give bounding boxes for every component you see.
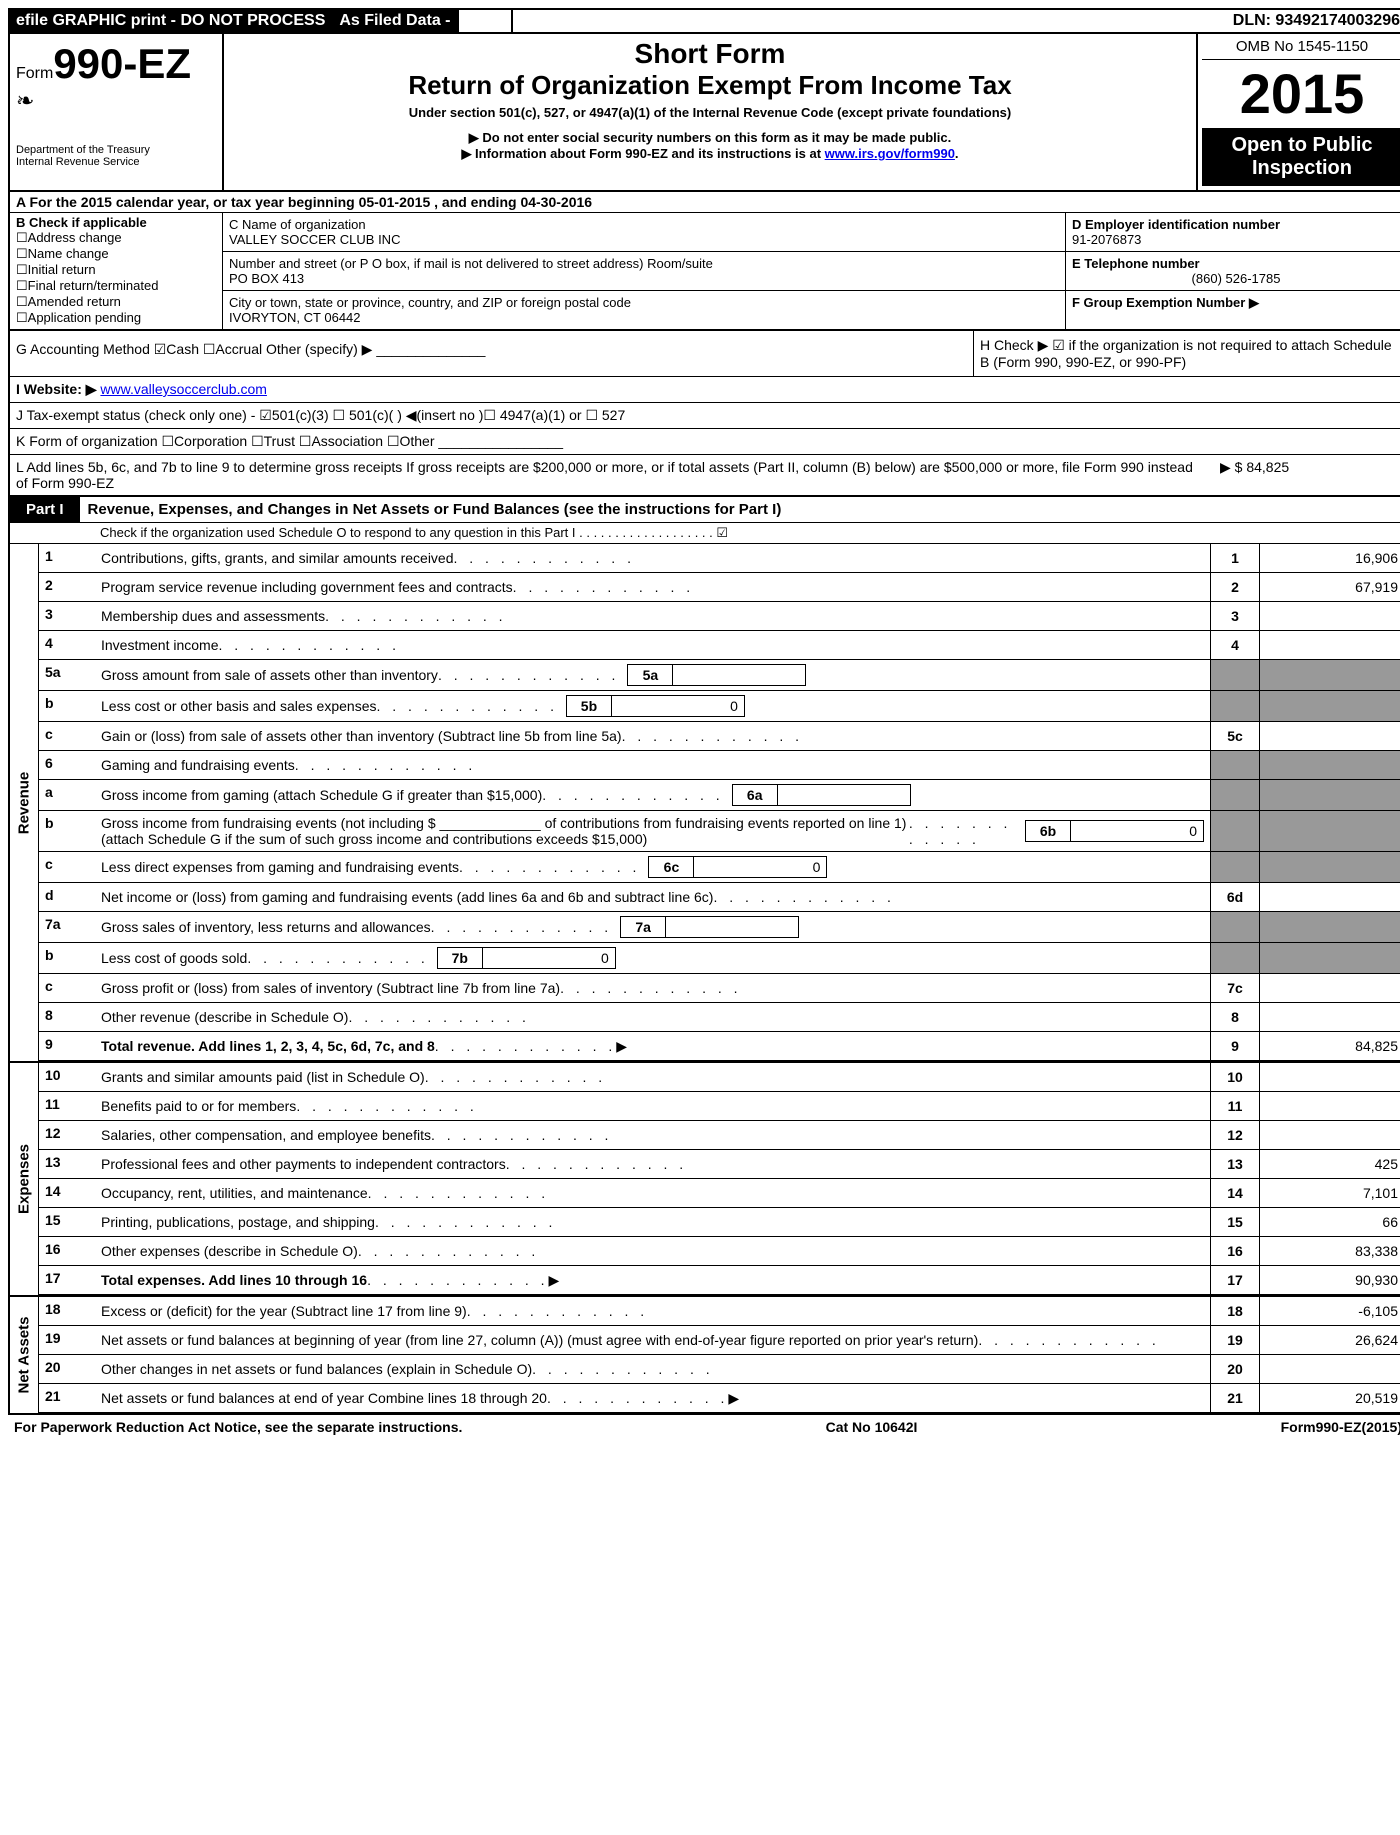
short-form-label: Short Form bbox=[232, 38, 1188, 70]
checkbox-item: ☐Name change bbox=[16, 246, 216, 262]
line-16: 16Other expenses (describe in Schedule O… bbox=[39, 1237, 1400, 1266]
checkbox-item: ☐Application pending bbox=[16, 310, 216, 326]
org-street: PO BOX 413 bbox=[229, 271, 304, 286]
form-990ez: efile GRAPHIC print - DO NOT PROCESS As … bbox=[8, 8, 1400, 1415]
form-ref: Form990-EZ(2015) bbox=[1281, 1419, 1400, 1435]
instructions: ▶ Do not enter social security numbers o… bbox=[232, 130, 1188, 162]
section-f: F Group Exemption Number ▶ bbox=[1066, 291, 1400, 315]
line-4: 4Investment income . . . . . . . . . . .… bbox=[39, 631, 1400, 660]
dln: DLN: 93492174003296 bbox=[1227, 10, 1400, 32]
section-d: D Employer identification number91-20768… bbox=[1066, 213, 1400, 252]
line-c: cGain or (loss) from sale of assets othe… bbox=[39, 722, 1400, 751]
line-21: 21Net assets or fund balances at end of … bbox=[39, 1384, 1400, 1413]
asfiled-label: As Filed Data - bbox=[333, 10, 458, 32]
checkbox-item: ☐Address change bbox=[16, 230, 216, 246]
line-10: 10Grants and similar amounts paid (list … bbox=[39, 1063, 1400, 1092]
form-title: Return of Organization Exempt From Incom… bbox=[232, 70, 1188, 101]
line-8: 8Other revenue (describe in Schedule O) … bbox=[39, 1003, 1400, 1032]
form-header: Form990-EZ ❧ Department of the Treasury … bbox=[10, 34, 1400, 192]
checkbox-item: ☐Initial return bbox=[16, 262, 216, 278]
line-9: 9Total revenue. Add lines 1, 2, 3, 4, 5c… bbox=[39, 1032, 1400, 1061]
section-i: I Website: ▶ www.valleysoccerclub.com bbox=[10, 377, 1400, 403]
checkbox-item: ☐Final return/terminated bbox=[16, 278, 216, 294]
org-name: VALLEY SOCCER CLUB INC bbox=[229, 232, 400, 247]
omb-number: OMB No 1545-1150 bbox=[1202, 38, 1400, 60]
section-e: E Telephone number(860) 526-1785 bbox=[1066, 252, 1400, 291]
line-d: dNet income or (loss) from gaming and fu… bbox=[39, 883, 1400, 912]
under-section: Under section 501(c), 527, or 4947(a)(1)… bbox=[232, 105, 1188, 120]
ein: 91-2076873 bbox=[1072, 232, 1141, 247]
section-j: J Tax-exempt status (check only one) - ☑… bbox=[10, 403, 1400, 429]
topbar: efile GRAPHIC print - DO NOT PROCESS As … bbox=[10, 10, 1400, 34]
section-h: H Check ▶ ☑ if the organization is not r… bbox=[973, 331, 1400, 376]
line-19: 19Net assets or fund balances at beginni… bbox=[39, 1326, 1400, 1355]
expenses-section: Expenses 10Grants and similar amounts pa… bbox=[10, 1061, 1400, 1295]
part-i-header: Part I Revenue, Expenses, and Changes in… bbox=[10, 497, 1400, 523]
line-6: 6Gaming and fundraising events . . . . .… bbox=[39, 751, 1400, 780]
open-inspection: Open to Public Inspection bbox=[1202, 128, 1400, 186]
line-7a: 7aGross sales of inventory, less returns… bbox=[39, 912, 1400, 943]
section-g: G Accounting Method ☑Cash ☐Accrual Other… bbox=[10, 331, 973, 376]
line-3: 3Membership dues and assessments . . . .… bbox=[39, 602, 1400, 631]
line-b: bLess cost of goods sold . . . . . . . .… bbox=[39, 943, 1400, 974]
gross-receipts: ▶ $ 84,825 bbox=[1200, 459, 1400, 491]
tax-year: 2015 bbox=[1202, 60, 1400, 128]
section-b: B Check if applicable ☐Address change☐Na… bbox=[10, 213, 223, 329]
website-link[interactable]: www.valleysoccerclub.com bbox=[100, 381, 267, 397]
line-17: 17Total expenses. Add lines 10 through 1… bbox=[39, 1266, 1400, 1295]
form-number: Form990-EZ bbox=[16, 40, 216, 88]
line-14: 14Occupancy, rent, utilities, and mainte… bbox=[39, 1179, 1400, 1208]
netassets-section: Net Assets 18Excess or (deficit) for the… bbox=[10, 1295, 1400, 1413]
efile-notice: efile GRAPHIC print - DO NOT PROCESS bbox=[10, 10, 333, 32]
treasury-dept: Department of the Treasury Internal Reve… bbox=[16, 144, 216, 168]
line-12: 12Salaries, other compensation, and empl… bbox=[39, 1121, 1400, 1150]
line-c: cLess direct expenses from gaming and fu… bbox=[39, 852, 1400, 883]
section-l: L Add lines 5b, 6c, and 7b to line 9 to … bbox=[10, 455, 1400, 497]
line-1: 1Contributions, gifts, grants, and simil… bbox=[39, 544, 1400, 573]
line-2: 2Program service revenue including gover… bbox=[39, 573, 1400, 602]
sections-b-through-f: B Check if applicable ☐Address change☐Na… bbox=[10, 213, 1400, 331]
line-13: 13Professional fees and other payments t… bbox=[39, 1150, 1400, 1179]
expenses-label: Expenses bbox=[16, 1144, 33, 1214]
section-c: C Name of organizationVALLEY SOCCER CLUB… bbox=[223, 213, 1066, 329]
page-footer: For Paperwork Reduction Act Notice, see … bbox=[8, 1415, 1400, 1439]
irs-link[interactable]: www.irs.gov/form990 bbox=[825, 146, 955, 161]
section-a: A For the 2015 calendar year, or tax yea… bbox=[10, 192, 1400, 213]
line-5a: 5aGross amount from sale of assets other… bbox=[39, 660, 1400, 691]
line-b: bLess cost or other basis and sales expe… bbox=[39, 691, 1400, 722]
line-15: 15Printing, publications, postage, and s… bbox=[39, 1208, 1400, 1237]
netassets-label: Net Assets bbox=[16, 1317, 33, 1394]
line-a: aGross income from gaming (attach Schedu… bbox=[39, 780, 1400, 811]
org-city: IVORYTON, CT 06442 bbox=[229, 310, 361, 325]
checkbox-item: ☐Amended return bbox=[16, 294, 216, 310]
telephone: (860) 526-1785 bbox=[1072, 271, 1400, 286]
revenue-label: Revenue bbox=[16, 771, 33, 834]
line-11: 11Benefits paid to or for members . . . … bbox=[39, 1092, 1400, 1121]
section-k: K Form of organization ☐Corporation ☐Tru… bbox=[10, 429, 1400, 455]
revenue-section: Revenue 1Contributions, gifts, grants, a… bbox=[10, 544, 1400, 1061]
line-b: bGross income from fundraising events (n… bbox=[39, 811, 1400, 852]
line-c: cGross profit or (loss) from sales of in… bbox=[39, 974, 1400, 1003]
line-18: 18Excess or (deficit) for the year (Subt… bbox=[39, 1297, 1400, 1326]
line-20: 20Other changes in net assets or fund ba… bbox=[39, 1355, 1400, 1384]
